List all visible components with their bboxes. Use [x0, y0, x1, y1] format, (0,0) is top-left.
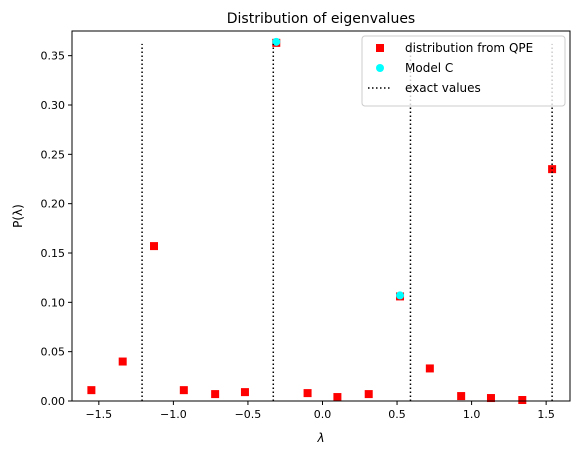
model-c-point [396, 291, 405, 300]
axes-frame [71, 30, 571, 402]
qpe-point [240, 388, 249, 397]
legend-marker-distribution-from-qpe [376, 44, 384, 52]
x-axis-label: λ [316, 431, 324, 445]
legend-marker-model-c [376, 64, 384, 72]
x-tick-label: −1.5 [85, 408, 112, 421]
y-tick-label: 0.30 [41, 99, 66, 112]
qpe-point [548, 165, 557, 174]
y-tick-label: 0.10 [41, 296, 66, 309]
x-tick-label: 0.5 [388, 408, 406, 421]
plot-area [87, 37, 557, 405]
y-tick-label: 0.25 [41, 148, 66, 161]
qpe-point [179, 386, 188, 395]
legend: distribution from QPE Model C exact values [361, 35, 566, 107]
model-c-point [272, 37, 281, 46]
qpe-point [211, 390, 220, 399]
x-tick-label: −0.5 [235, 408, 262, 421]
legend-box [361, 35, 566, 107]
chart-title: Distribution of eigenvalues [227, 11, 415, 27]
x-tick-label: −1.0 [160, 408, 187, 421]
qpe-point [364, 390, 373, 399]
qpe-point [486, 394, 495, 403]
legend-label-exact-values: exact values [405, 81, 481, 95]
qpe-point [518, 396, 527, 405]
y-tick-label: 0.35 [41, 50, 66, 63]
y-tick-label: 0.05 [41, 346, 66, 359]
legend-label-distribution-from-qpe: distribution from QPE [405, 41, 533, 55]
qpe-point [457, 392, 466, 401]
y-tick-label: 0.20 [41, 198, 66, 211]
y-axis-label: P(λ) [11, 204, 25, 228]
qpe-point [150, 242, 159, 251]
x-tick-label: 1.0 [463, 408, 481, 421]
qpe-point [118, 357, 127, 366]
y-axis: 0.00 0.05 0.10 0.15 0.20 0.25 0.30 0.35 [41, 50, 72, 408]
qpe-point [87, 386, 96, 395]
y-tick-label: 0.00 [41, 395, 66, 408]
y-tick-label: 0.15 [41, 247, 66, 260]
qpe-point [303, 389, 312, 398]
series-model-c [272, 37, 405, 300]
qpe-point [425, 364, 434, 373]
x-axis: −1.5 −1.0 −0.5 0.0 0.5 1.0 1.5 [85, 401, 555, 421]
x-tick-label: 0.0 [314, 408, 332, 421]
qpe-point [333, 393, 342, 402]
x-tick-label: 1.5 [537, 408, 555, 421]
legend-label-model-c: Model C [405, 61, 453, 75]
